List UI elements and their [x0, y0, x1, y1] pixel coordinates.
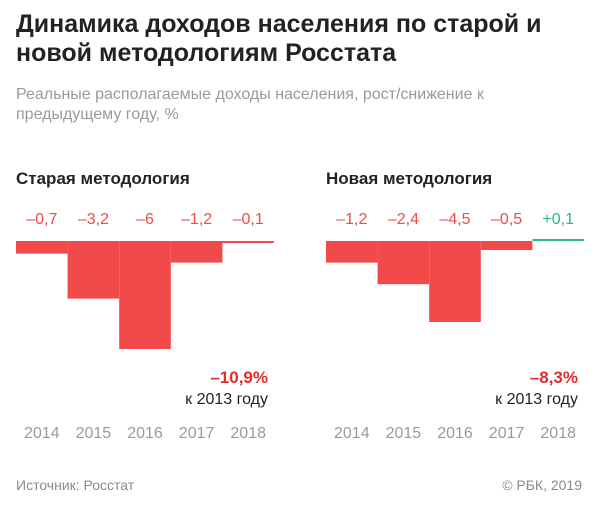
value-label-new-2016: –4,5	[439, 211, 470, 228]
value-label-new-2014: –1,2	[336, 211, 367, 228]
bar-new-2014	[326, 241, 378, 263]
source-note: Источник: Росстат	[16, 477, 135, 493]
value-label-old-2018: –0,1	[233, 211, 264, 228]
bar-old-2017	[170, 241, 223, 263]
year-label-old-2017: 2017	[179, 425, 215, 442]
year-label-old-2016: 2016	[127, 425, 163, 442]
bar-new-2017	[480, 241, 533, 250]
value-label-old-2016: –6	[136, 211, 154, 228]
bar-old-2014	[16, 241, 68, 254]
bar-old-2016	[119, 241, 171, 349]
copyright-note: © РБК, 2019	[502, 477, 582, 493]
year-label-old-2015: 2015	[76, 425, 112, 442]
value-label-new-2018: +0,1	[542, 211, 574, 228]
summary-text-old: к 2013 году	[185, 391, 268, 408]
year-label-new-2018: 2018	[540, 425, 576, 442]
year-label-new-2014: 2014	[334, 425, 370, 442]
panel-title-old-methodology: Старая методология	[16, 169, 190, 188]
bar-new-2015	[377, 241, 430, 285]
value-label-new-2017: –0,5	[491, 211, 522, 228]
summary-value-old: –10,9%	[210, 368, 268, 387]
panel-title-new-methodology: Новая методология	[326, 169, 493, 188]
bar-old-2018	[222, 241, 274, 243]
summary-value-new: –8,3%	[530, 368, 578, 387]
year-label-old-2014: 2014	[24, 425, 60, 442]
bar-new-2018	[532, 239, 584, 241]
year-label-new-2017: 2017	[489, 425, 525, 442]
value-label-old-2014: –0,7	[26, 211, 57, 228]
year-label-old-2018: 2018	[230, 425, 266, 442]
value-label-new-2015: –2,4	[388, 211, 419, 228]
year-label-new-2016: 2016	[437, 425, 473, 442]
page-subtitle: Реальные располагаемые доходы населения,…	[16, 86, 484, 123]
bar-old-2015	[67, 241, 120, 299]
summary-text-new: к 2013 году	[495, 391, 578, 408]
bar-new-2016	[429, 241, 481, 322]
value-label-old-2017: –1,2	[181, 211, 212, 228]
year-label-new-2015: 2015	[386, 425, 422, 442]
page-title: Динамика доходов населения по старой и н…	[16, 10, 542, 67]
value-label-old-2015: –3,2	[78, 211, 109, 228]
